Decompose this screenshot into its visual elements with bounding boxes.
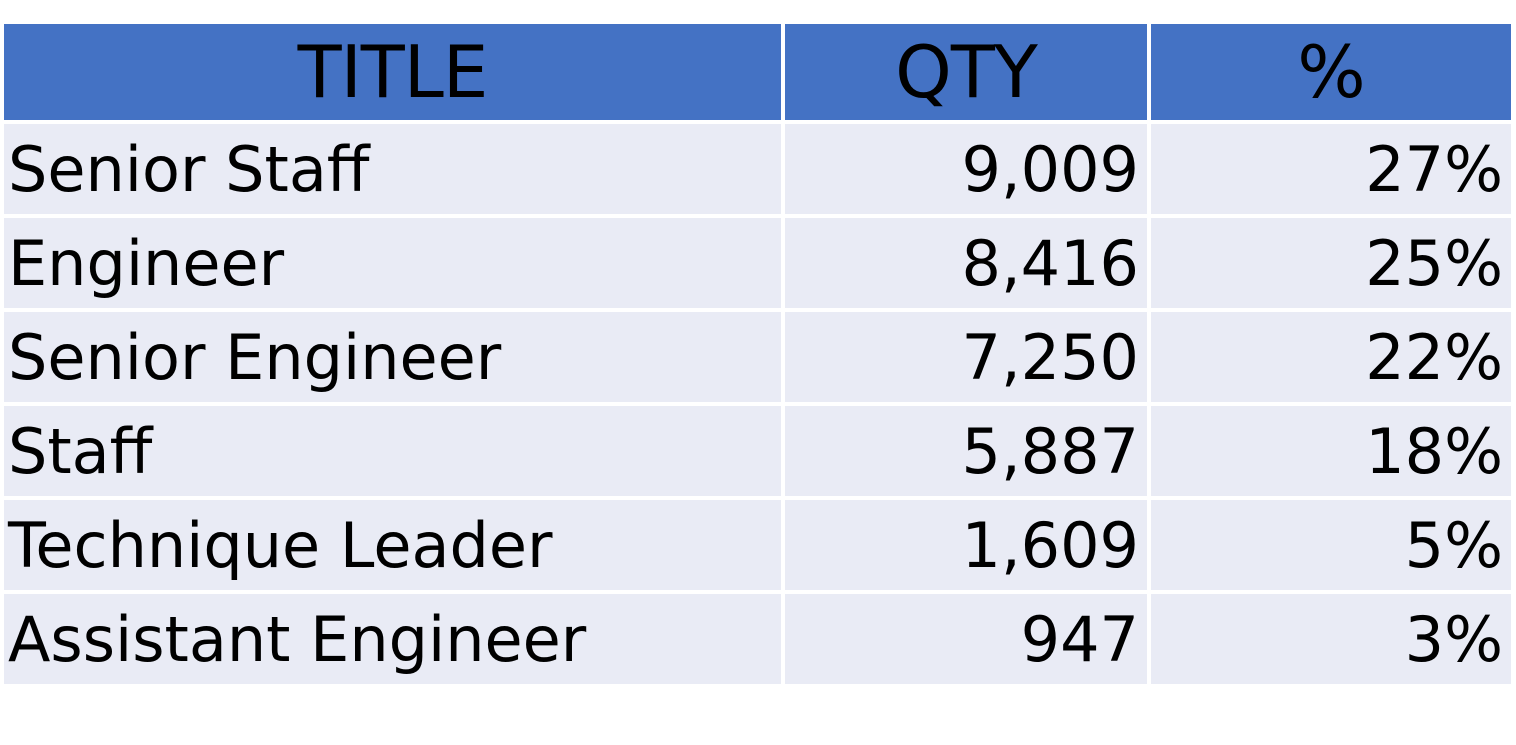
- cell-title: Technique Leader: [4, 500, 781, 590]
- cell-qty: 7,250: [785, 312, 1147, 402]
- title-quantity-table: TITLE QTY % Senior Staff 9,009 27% Engin…: [0, 20, 1515, 688]
- column-header-title: TITLE: [4, 24, 781, 120]
- cell-qty: 1,609: [785, 500, 1147, 590]
- cell-title: Assistant Engineer: [4, 594, 781, 684]
- cell-percent: 25%: [1151, 218, 1511, 308]
- cell-title: Staff: [4, 406, 781, 496]
- cell-percent: 27%: [1151, 124, 1511, 214]
- cell-percent: 18%: [1151, 406, 1511, 496]
- data-table-container: TITLE QTY % Senior Staff 9,009 27% Engin…: [4, 24, 1511, 684]
- cell-qty: 8,416: [785, 218, 1147, 308]
- table-row: Assistant Engineer 947 3%: [4, 594, 1511, 684]
- table-row: Senior Staff 9,009 27%: [4, 124, 1511, 214]
- table-row: Senior Engineer 7,250 22%: [4, 312, 1511, 402]
- column-header-percent: %: [1151, 24, 1511, 120]
- table-row: Engineer 8,416 25%: [4, 218, 1511, 308]
- cell-qty: 947: [785, 594, 1147, 684]
- table-row: Technique Leader 1,609 5%: [4, 500, 1511, 590]
- table-row: Staff 5,887 18%: [4, 406, 1511, 496]
- column-header-qty: QTY: [785, 24, 1147, 120]
- cell-title: Senior Staff: [4, 124, 781, 214]
- cell-title: Engineer: [4, 218, 781, 308]
- cell-qty: 9,009: [785, 124, 1147, 214]
- cell-percent: 22%: [1151, 312, 1511, 402]
- header-row: TITLE QTY %: [4, 24, 1511, 120]
- cell-qty: 5,887: [785, 406, 1147, 496]
- cell-percent: 3%: [1151, 594, 1511, 684]
- cell-title: Senior Engineer: [4, 312, 781, 402]
- cell-percent: 5%: [1151, 500, 1511, 590]
